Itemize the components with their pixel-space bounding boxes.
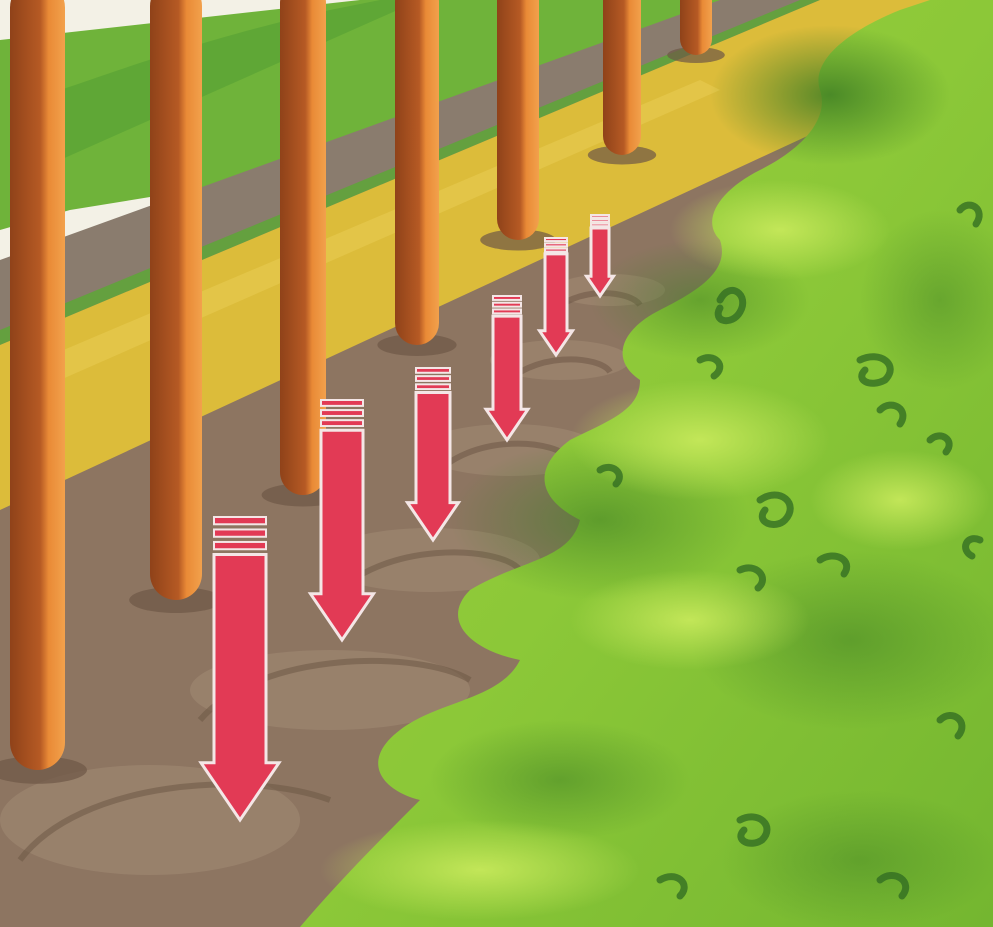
stake — [129, 0, 223, 613]
stake — [377, 0, 457, 356]
stakes-group — [0, 0, 725, 784]
down-arrow-icon — [198, 516, 282, 823]
down-arrow-icon — [307, 399, 377, 643]
stake — [587, 0, 657, 165]
hedge-texture — [320, 25, 993, 927]
stake — [0, 0, 87, 784]
down-arrow-icon — [483, 295, 531, 443]
stake — [480, 0, 556, 251]
arrows-group — [198, 214, 617, 823]
leaf-marks — [596, 201, 984, 900]
down-arrow-icon — [404, 367, 462, 543]
stake — [667, 0, 725, 63]
down-arrow-icon — [536, 237, 576, 358]
down-arrow-icon — [583, 214, 617, 299]
